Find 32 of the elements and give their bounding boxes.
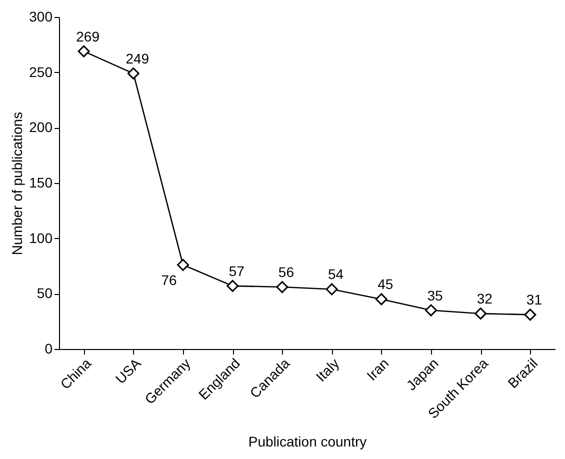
point (276, 281, 288, 294)
point (474, 308, 487, 320)
point (226, 280, 239, 292)
data-label: 57 (228, 262, 245, 279)
y-tick-label: 250 (29, 64, 53, 80)
data-label: 54 (328, 266, 344, 282)
x-tick-label: Iran (363, 355, 392, 384)
data-label: 32 (476, 290, 493, 307)
data-label: 31 (526, 292, 542, 308)
data-label: 269 (76, 28, 100, 44)
y-axis-title: Number of publications (9, 112, 26, 256)
y-tick-label: 50 (36, 285, 53, 302)
y-tick-label: 150 (29, 174, 53, 190)
data-label: 56 (278, 264, 294, 280)
point (326, 283, 338, 296)
x-axis-title: Publication country (248, 433, 367, 450)
x-tick-label: Italy (312, 355, 342, 385)
y-tick-label: 200 (29, 119, 53, 136)
data-label: 249 (126, 50, 150, 66)
point (425, 304, 437, 316)
data-label: 35 (427, 287, 443, 304)
x-tick-label: USA (112, 354, 144, 387)
y-tick-label: 300 (29, 8, 53, 24)
point (375, 293, 388, 306)
point (78, 45, 90, 58)
point (177, 258, 189, 271)
y-tick-label: 100 (29, 230, 53, 246)
point (127, 67, 140, 80)
y-tick-label: 0 (44, 340, 53, 356)
data-label: 76 (161, 272, 177, 288)
point (524, 308, 536, 321)
data-label: 45 (378, 276, 394, 292)
